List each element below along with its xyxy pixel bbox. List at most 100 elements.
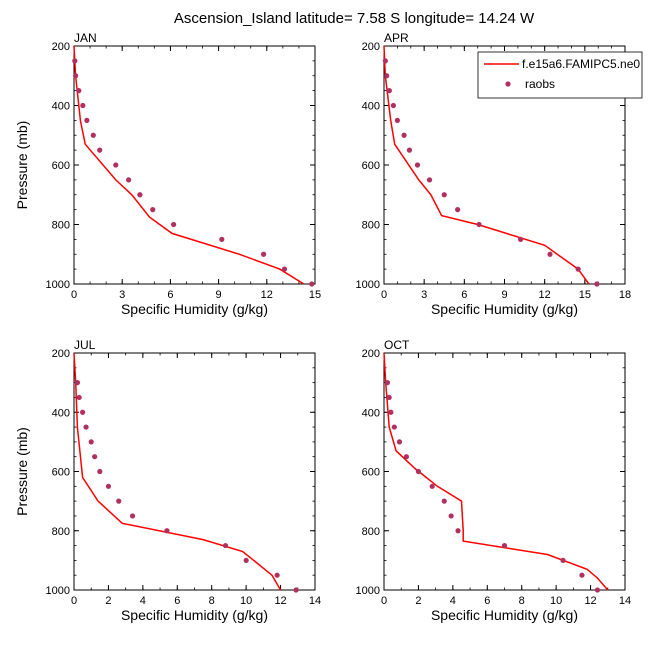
y-tick-label: 600 <box>362 160 380 172</box>
raobs-point <box>73 73 79 79</box>
raobs-point <box>274 572 280 578</box>
raobs-point <box>455 207 461 213</box>
x-tick-label: 6 <box>461 289 467 301</box>
x-tick-label: 8 <box>519 595 525 607</box>
raobs-point <box>281 266 288 272</box>
x-axis-label: Specific Humidity (g/kg) <box>431 607 578 623</box>
raobs-point <box>137 192 143 198</box>
raobs-point <box>575 266 581 272</box>
raobs-point <box>441 192 447 198</box>
y-tick-label: 400 <box>362 407 380 419</box>
raobs-point <box>476 221 482 228</box>
raobs-point <box>386 394 392 401</box>
plot-frame <box>73 45 316 285</box>
raobs-point <box>88 439 94 445</box>
model-series-line <box>73 352 282 591</box>
y-axis-label: Pressure (mb) <box>14 121 30 210</box>
legend-marker-swatch <box>505 81 511 87</box>
raobs-point <box>390 102 396 109</box>
raobs-point <box>164 528 170 534</box>
y-tick-label: 400 <box>362 101 380 113</box>
raobs-point <box>391 424 397 430</box>
raobs-point <box>76 394 82 401</box>
y-tick-label: 200 <box>52 348 70 360</box>
y-tick-label: 600 <box>362 467 380 479</box>
raobs-point <box>429 483 435 489</box>
x-tick-label: 15 <box>309 289 321 301</box>
raobs-point <box>74 380 81 386</box>
x-tick-label: 2 <box>105 595 111 607</box>
x-tick-label: 0 <box>71 289 77 301</box>
x-tick-label: 4 <box>450 595 456 607</box>
x-tick-label: 10 <box>240 595 252 607</box>
raobs-point <box>579 572 585 578</box>
raobs-point <box>90 132 96 138</box>
raobs-point <box>72 58 78 64</box>
raobs-point <box>406 147 413 153</box>
raobs-point <box>92 454 98 460</box>
y-tick-label: 1000 <box>356 585 380 597</box>
raobs-point <box>401 132 407 138</box>
raobs-point <box>414 162 421 168</box>
raobs-point <box>403 454 409 460</box>
x-axis-label: Specific Humidity (g/kg) <box>431 301 578 317</box>
y-tick-label: 800 <box>362 220 380 232</box>
raobs-point <box>594 587 601 593</box>
y-tick-label: 200 <box>362 348 380 360</box>
raobs-point <box>293 587 299 593</box>
y-tick-label: 800 <box>52 526 70 538</box>
panel-label: JAN <box>74 31 97 45</box>
panel-label: OCT <box>384 338 410 352</box>
raobs-point <box>309 281 315 287</box>
x-tick-label: 6 <box>174 595 180 607</box>
raobs-point <box>382 58 388 64</box>
raobs-point <box>426 177 433 183</box>
y-tick-label: 1000 <box>46 585 70 597</box>
x-tick-label: 8 <box>209 595 215 607</box>
y-tick-label: 600 <box>52 160 70 172</box>
panel-label: JUL <box>74 338 96 352</box>
plot-frame <box>73 352 316 591</box>
x-tick-label: 12 <box>539 289 551 301</box>
raobs-point <box>80 409 86 415</box>
y-tick-label: 800 <box>362 526 380 538</box>
x-axis-label: Specific Humidity (g/kg) <box>121 301 268 317</box>
y-tick-label: 400 <box>52 101 70 113</box>
y-tick-label: 1000 <box>46 279 70 291</box>
y-tick-label: 200 <box>362 41 380 53</box>
raobs-point <box>105 483 112 489</box>
legend-entry-model: f.e15a6.FAMIPC5.ne0 <box>522 57 640 71</box>
x-tick-label: 14 <box>309 595 321 607</box>
x-tick-label: 0 <box>381 289 387 301</box>
raobs-point <box>501 542 508 549</box>
x-axis-label: Specific Humidity (g/kg) <box>121 607 268 623</box>
x-tick-label: 12 <box>584 595 596 607</box>
raobs-point <box>441 498 447 504</box>
raobs-point <box>150 207 156 213</box>
x-tick-label: 12 <box>261 289 273 301</box>
y-tick-label: 800 <box>52 220 70 232</box>
raobs-point <box>243 557 249 563</box>
raobs-point <box>97 468 103 475</box>
raobs-point <box>455 528 461 534</box>
raobs-point <box>260 251 267 257</box>
x-tick-label: 15 <box>579 289 591 301</box>
x-tick-label: 10 <box>550 595 562 607</box>
y-tick-label: 1000 <box>356 279 380 291</box>
x-tick-label: 3 <box>421 289 427 301</box>
model-series-line <box>73 45 305 285</box>
panel-label: APR <box>384 31 409 45</box>
x-tick-label: 9 <box>216 289 222 301</box>
legend-box <box>477 51 643 99</box>
raobs-point <box>560 557 566 563</box>
raobs-point <box>97 147 103 153</box>
x-tick-label: 6 <box>167 289 173 301</box>
x-tick-label: 3 <box>119 289 125 301</box>
raobs-point <box>84 117 90 123</box>
x-tick-label: 0 <box>381 595 387 607</box>
x-tick-label: 12 <box>274 595 286 607</box>
chart-title: Ascension_Island latitude= 7.58 S longit… <box>174 10 535 27</box>
raobs-point <box>113 162 119 168</box>
raobs-point <box>415 468 422 475</box>
